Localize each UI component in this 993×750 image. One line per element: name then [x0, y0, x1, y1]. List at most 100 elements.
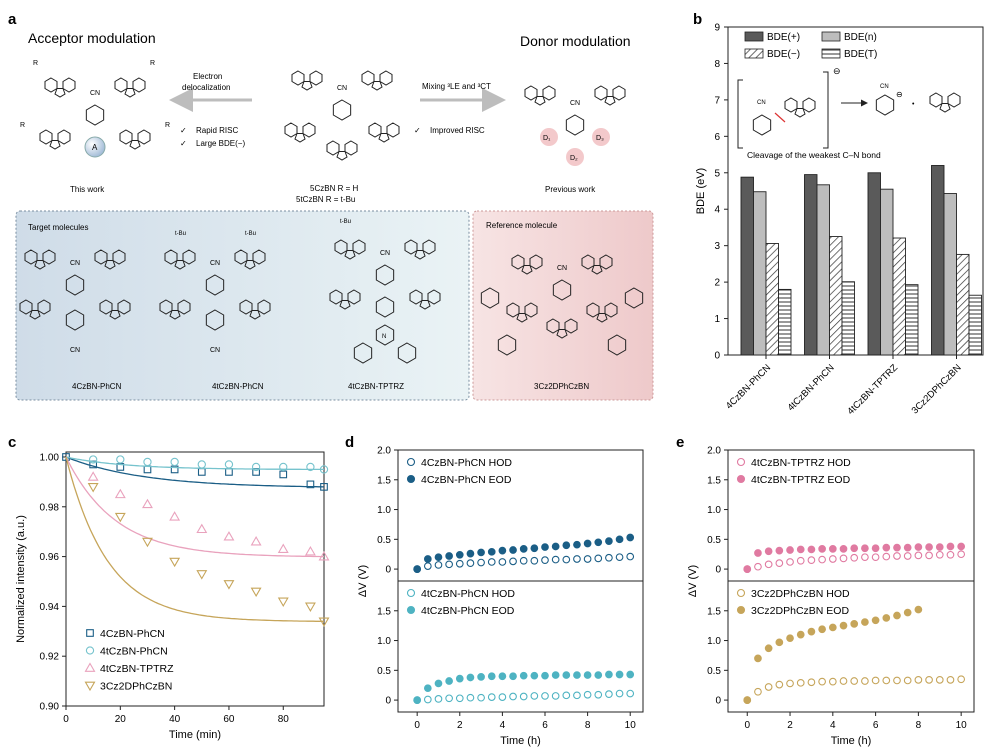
- donor-circle: [592, 128, 610, 146]
- data-point: [775, 638, 784, 647]
- data-point: [754, 549, 762, 557]
- data-point: [615, 689, 624, 698]
- data-point: [882, 552, 891, 561]
- data-point: [764, 683, 773, 691]
- cn-group: CN: [90, 90, 100, 97]
- improved-risc-text: Improved RISC: [430, 126, 485, 135]
- data-point: [455, 674, 464, 683]
- bar-BDE(+): [867, 172, 881, 356]
- x-tick-label: 40: [169, 714, 181, 725]
- y-tick-label: 0.5: [377, 535, 391, 546]
- x-tick-label: 8: [916, 720, 922, 731]
- data-point: [925, 543, 933, 551]
- plot-frame: [727, 580, 975, 713]
- x-tick-label: 2: [787, 720, 793, 731]
- y-axis-label: Normalized intensity (a.u.): [15, 515, 27, 643]
- data-point: [318, 617, 330, 627]
- y-tick-label: 0.5: [707, 535, 721, 546]
- inset-caption: Cleavage of the weakest C–N bond: [747, 150, 881, 160]
- d2-label: D₂: [570, 155, 578, 162]
- data-point: [197, 460, 206, 469]
- legend-label: 4tCzBN-TPTRZ EOD: [751, 474, 851, 486]
- bar-BDE(n): [816, 184, 830, 356]
- data-point: [807, 627, 816, 636]
- data-point: [914, 551, 923, 560]
- data-point: [279, 470, 288, 479]
- data-point: [530, 556, 539, 565]
- data-point: [807, 545, 816, 554]
- data-point: [519, 692, 528, 701]
- bar-BDE(−): [956, 253, 970, 356]
- y-tick-label: 2: [714, 278, 720, 289]
- data-point: [197, 468, 206, 476]
- data-point: [434, 561, 443, 569]
- cn-group: CN: [210, 347, 220, 354]
- data-point: [225, 468, 233, 476]
- data-point: [754, 687, 762, 696]
- y-tick-label: 0.90: [40, 702, 60, 713]
- y-tick-label: 0: [385, 565, 391, 576]
- x-tick-label: 4: [500, 720, 506, 731]
- x-tick-label: 8: [585, 720, 591, 731]
- bracket-right: [823, 71, 829, 149]
- legend-label: 4CzBN-PhCN HOD: [421, 457, 512, 469]
- y-tick-label: 3: [714, 241, 720, 252]
- data-point: [925, 675, 933, 684]
- legend-label: 4tCzBN-PhCN: [100, 646, 168, 658]
- data-point: [946, 550, 955, 559]
- data-point: [850, 544, 859, 553]
- y-tick-label: 7: [714, 95, 720, 106]
- data-point: [764, 547, 773, 556]
- data-point: [796, 545, 805, 554]
- legend-label: 3Cz2DPhCzBN EOD: [751, 605, 849, 617]
- data-point: [466, 559, 475, 567]
- x-tick-label: 0: [414, 720, 420, 731]
- data-point: [626, 689, 635, 698]
- bar-BDE(−): [765, 243, 779, 356]
- bde-bar-chart: 0 1 2 3 4 5 6 7 8 9 BDE (eV) 4CzBN-PhCN 4tCzBN-PhCN 4…: [695, 23, 984, 417]
- data-point: [306, 462, 315, 472]
- data-point: [142, 537, 153, 548]
- data-point: [839, 544, 848, 553]
- data-point: [466, 549, 475, 558]
- data-point: [615, 553, 624, 562]
- legend-marker: [406, 457, 416, 467]
- fit-line-3Cz2DPhCzBN: [65, 456, 324, 622]
- cn-group: CN: [337, 85, 347, 92]
- fit-line-4tCzBN-TPTRZ: [65, 456, 324, 558]
- data-point: [87, 471, 99, 481]
- data-point: [466, 693, 475, 702]
- bar-BDE(+): [804, 174, 818, 356]
- data-point: [445, 677, 453, 685]
- data-point: [764, 644, 773, 653]
- legend-label: 4tCzBN-TPTRZ HOD: [751, 457, 851, 469]
- data-point: [223, 580, 235, 590]
- r-label: R: [150, 60, 155, 67]
- x-tick-label: 10: [956, 720, 968, 731]
- data-point: [541, 692, 549, 700]
- y-tick-label: 1.0: [707, 636, 721, 647]
- data-point: [850, 553, 859, 562]
- data-point: [861, 544, 869, 553]
- data-point: [498, 558, 507, 566]
- acceptor-ball: [84, 136, 106, 158]
- data-point: [882, 543, 891, 552]
- y-tick-label: 0: [715, 696, 721, 707]
- data-point: [818, 677, 826, 686]
- check-mark: ✓: [414, 126, 421, 135]
- data-point: [498, 672, 507, 681]
- legend-label: BDE(T): [844, 49, 877, 60]
- panel-d-label: d: [345, 434, 354, 451]
- data-point: [142, 498, 153, 509]
- data-point: [903, 608, 912, 617]
- data-point: [583, 671, 592, 679]
- bar-BDE(n): [753, 191, 767, 356]
- x-tick-label: 4tCzBN-PhCN: [786, 362, 837, 413]
- mixing-text: Mixing ³LE and ³CT: [422, 82, 491, 91]
- delta-v-chart-e: 0 0.5 1.0 1.5 2.0 4tCzBN-TPTRZ HOD 4tCzBN-TPTR…: [687, 446, 975, 747]
- data-point: [786, 558, 794, 566]
- data-point: [626, 533, 635, 542]
- data-point: [143, 465, 152, 474]
- tbu-label: t-Bu: [340, 219, 351, 225]
- data-point: [541, 543, 549, 551]
